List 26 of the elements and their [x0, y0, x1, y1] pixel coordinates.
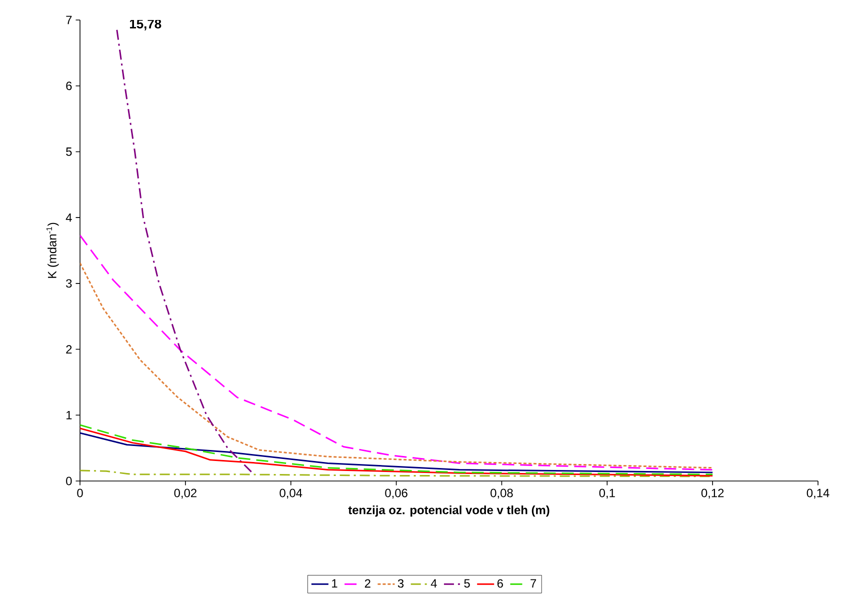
y-tick-label: 0 — [66, 476, 72, 486]
x-tick-label: 0,1 — [599, 488, 615, 499]
legend-label: 4 — [430, 579, 437, 588]
x-tick-label: 0,04 — [280, 488, 302, 499]
legend-label: 6 — [497, 579, 503, 588]
legend-label: 7 — [530, 579, 536, 588]
y-tick-label: 6 — [66, 82, 72, 90]
y-tick-label: 2 — [66, 345, 72, 354]
x-tick-label: 0,12 — [701, 488, 724, 499]
x-axis-title: tenzija oz. potencial vode v tleh (m) — [348, 505, 550, 517]
y-tick-label: 5 — [66, 148, 72, 156]
x-tick-label: 0 — [77, 488, 83, 498]
y-tick-label: 1 — [66, 411, 72, 420]
y-axis-title: K (mdan$^{-1}$) — [46, 222, 59, 278]
line-series — [116, 29, 255, 476]
legend-label: 2 — [364, 579, 370, 588]
y-tick-label: 4 — [66, 213, 72, 222]
x-tick-label: 0,06 — [385, 488, 408, 499]
x-tick-label: 0,14 — [806, 488, 830, 499]
x-tick-label: 0,02 — [174, 488, 196, 499]
legend-label: 3 — [398, 579, 404, 588]
x-tick-label: 0,08 — [490, 488, 513, 499]
y-tick-label: 7 — [66, 16, 72, 24]
legend-label: 1 — [332, 579, 338, 588]
legend-label: 5 — [464, 579, 470, 588]
y-tick-label: 3 — [66, 279, 72, 288]
